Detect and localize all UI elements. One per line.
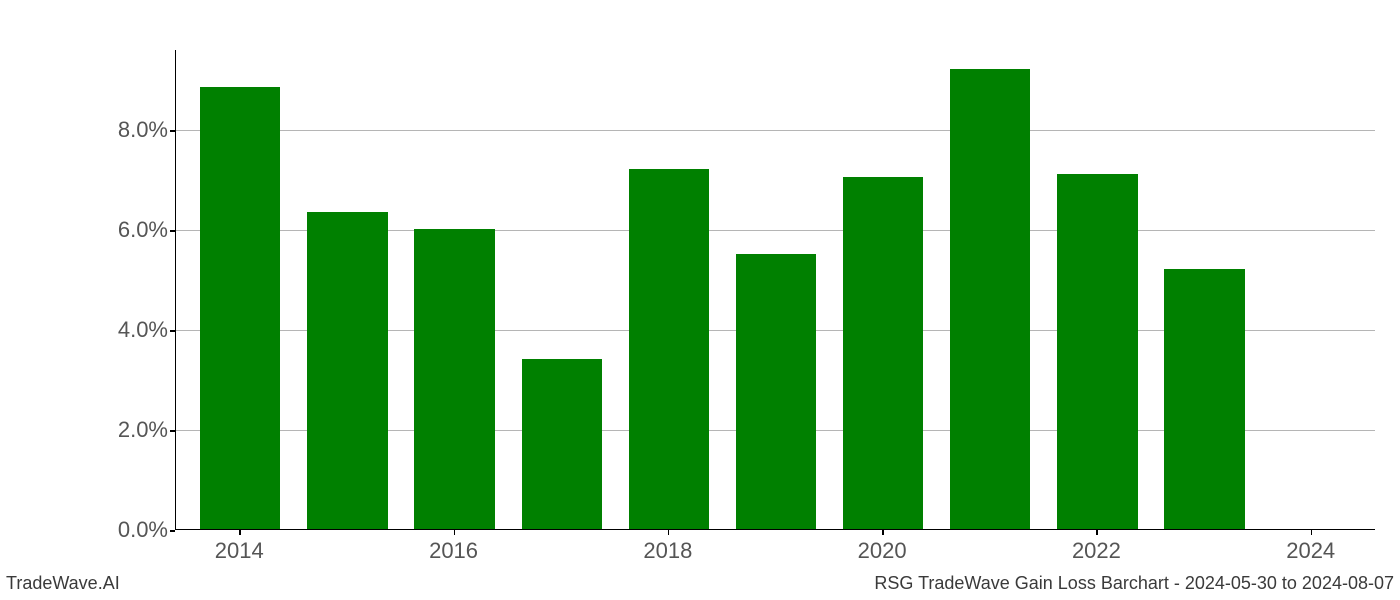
xtick-mark xyxy=(882,530,884,535)
bar xyxy=(1164,269,1244,529)
gridline xyxy=(176,130,1375,131)
plot-area xyxy=(175,50,1375,530)
footer-left-text: TradeWave.AI xyxy=(6,573,120,594)
xtick-label: 2020 xyxy=(858,538,907,564)
chart-container: TradeWave.AI RSG TradeWave Gain Loss Bar… xyxy=(0,0,1400,600)
bar xyxy=(736,254,816,529)
ytick-label: 0.0% xyxy=(118,517,168,543)
xtick-mark xyxy=(1096,530,1098,535)
xtick-mark xyxy=(1311,530,1313,535)
bar xyxy=(843,177,923,530)
xtick-label: 2018 xyxy=(643,538,692,564)
ytick-mark xyxy=(170,530,175,532)
bar xyxy=(307,212,387,530)
bar xyxy=(950,69,1030,529)
ytick-label: 8.0% xyxy=(118,117,168,143)
ytick-label: 4.0% xyxy=(118,317,168,343)
xtick-label: 2014 xyxy=(215,538,264,564)
xtick-mark xyxy=(668,530,670,535)
xtick-mark xyxy=(454,530,456,535)
bar xyxy=(1057,174,1137,529)
bar xyxy=(629,169,709,529)
xtick-label: 2024 xyxy=(1286,538,1335,564)
xtick-label: 2016 xyxy=(429,538,478,564)
bar xyxy=(414,229,494,529)
ytick-mark xyxy=(170,130,175,132)
xtick-label: 2022 xyxy=(1072,538,1121,564)
ytick-mark xyxy=(170,230,175,232)
ytick-label: 6.0% xyxy=(118,217,168,243)
ytick-mark xyxy=(170,330,175,332)
bar xyxy=(522,359,602,529)
xtick-mark xyxy=(239,530,241,535)
footer-right-text: RSG TradeWave Gain Loss Barchart - 2024-… xyxy=(874,573,1394,594)
ytick-mark xyxy=(170,430,175,432)
bar xyxy=(200,87,280,530)
ytick-label: 2.0% xyxy=(118,417,168,443)
